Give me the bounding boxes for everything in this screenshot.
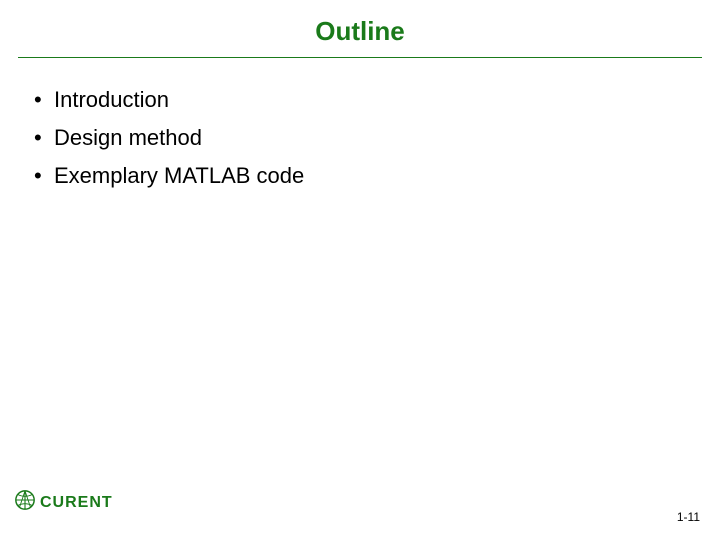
- content-area: Introduction Design method Exemplary MAT…: [0, 58, 720, 192]
- logo-text: CURENT: [40, 494, 113, 512]
- bullet-item: Exemplary MATLAB code: [28, 160, 692, 192]
- footer: CURENT 1-11: [0, 494, 720, 530]
- bullet-list: Introduction Design method Exemplary MAT…: [28, 84, 692, 192]
- bullet-item: Design method: [28, 122, 692, 154]
- bullet-item: Introduction: [28, 84, 692, 116]
- logo: CURENT: [14, 489, 113, 516]
- slide: Outline Introduction Design method Exemp…: [0, 0, 720, 540]
- logo-icon: [14, 489, 36, 516]
- page-number: 1-11: [677, 510, 700, 524]
- slide-title: Outline: [0, 0, 720, 55]
